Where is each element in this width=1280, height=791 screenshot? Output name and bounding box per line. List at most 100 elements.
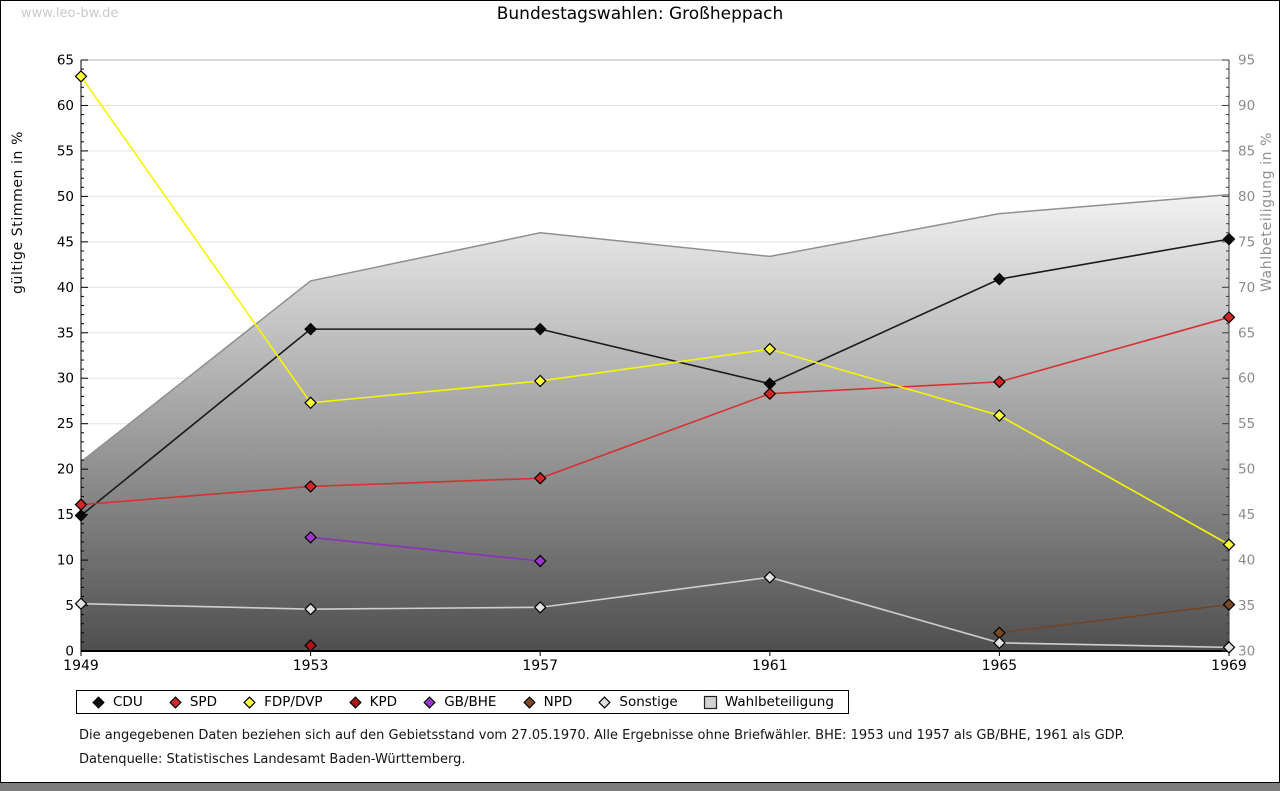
series-sonstige-point xyxy=(74,597,88,611)
legend-marker-gb-bhe-icon xyxy=(423,695,436,709)
right-axis-tick-label: 45 xyxy=(1238,507,1255,523)
legend-item-wahlbeteiligung: Wahlbeteiligung xyxy=(703,694,834,710)
series-fdp-dvp-point xyxy=(304,396,317,410)
legend-label-npd: NPD xyxy=(543,694,573,710)
series-cdu-point xyxy=(304,322,317,336)
left-axis-tick-label: 50 xyxy=(57,189,74,205)
left-axis-tick-label: 60 xyxy=(57,98,74,114)
legend-item-cdu: CDU xyxy=(91,694,143,710)
footnote-datenquelle: Datenquelle: Statistisches Landesamt Bad… xyxy=(79,752,466,767)
series-sonstige-point xyxy=(993,636,1006,650)
watermark-url: www.leo-bw.de xyxy=(21,6,119,21)
series-gb-bhe-point xyxy=(533,554,547,568)
series-spd xyxy=(74,310,1236,511)
right-axis-title: Wahlbeteiligung in % xyxy=(1259,131,1275,292)
gridlines xyxy=(81,59,1229,607)
legend-marker-npd-icon xyxy=(522,695,536,709)
left-axis-tick-label: 15 xyxy=(57,507,74,523)
series-cdu-line xyxy=(80,238,1230,517)
legend-marker-wahlbeteiligung-icon xyxy=(703,695,717,709)
series-spd-point xyxy=(993,375,1006,389)
legend-item-gb-bhe: GB/BHE xyxy=(422,694,496,710)
turnout-area xyxy=(80,193,1230,651)
page-title: Bundestagswahlen: Großheppach xyxy=(496,4,784,24)
series-spd-point xyxy=(763,387,777,401)
series-sonstige xyxy=(74,570,1236,654)
series-cdu-point xyxy=(993,272,1006,286)
legend-item-spd: SPD xyxy=(168,694,217,710)
legend-label-spd: SPD xyxy=(189,694,217,710)
right-axis-tick-label: 50 xyxy=(1238,462,1255,478)
right-axis-tick-label: 80 xyxy=(1238,189,1255,205)
legend-marker-spd-icon xyxy=(169,695,182,709)
series-npd xyxy=(993,598,1236,640)
legend-item-sonstige: Sonstige xyxy=(597,694,678,710)
left-axis-tick-label: 35 xyxy=(57,325,74,341)
left-axis-tick-label: 65 xyxy=(57,53,74,69)
series-kpd-point xyxy=(304,639,317,652)
series-fdp-dvp xyxy=(74,70,1236,551)
series-gb-bhe-line xyxy=(310,536,541,562)
left-axis-tick-label: 25 xyxy=(57,416,74,432)
left-axis-tick-label: 30 xyxy=(57,371,74,387)
series-spd-point xyxy=(304,480,317,493)
axis-ticks xyxy=(80,59,1230,656)
x-axis-year-label: 1961 xyxy=(752,658,788,674)
x-axis-year-label: 1953 xyxy=(293,658,329,674)
series-spd-point xyxy=(1222,310,1236,324)
legend-label-gb-bhe: GB/BHE xyxy=(444,694,497,710)
series-fdp-dvp-point xyxy=(993,409,1006,422)
right-axis-tick-label: 30 xyxy=(1238,644,1255,660)
bottom-scrollbar[interactable] xyxy=(0,783,1280,791)
legend-marker-fdp-dvp-icon xyxy=(243,695,256,709)
left-axis-tick-label: 10 xyxy=(57,553,74,569)
x-axis-year-label: 1957 xyxy=(522,658,558,674)
right-axis-tick-label: 85 xyxy=(1238,143,1255,159)
left-axis-tick-label: 45 xyxy=(57,234,74,250)
series-cdu-point xyxy=(1222,232,1236,246)
footnote-gebietsstand: Die angegebenen Daten beziehen sich auf … xyxy=(79,728,1125,743)
series-fdp-dvp-point xyxy=(74,70,88,83)
series-sonstige-line xyxy=(80,576,1230,649)
legend-marker-cdu-icon xyxy=(92,695,105,709)
series-fdp-dvp-point xyxy=(1222,538,1236,551)
x-axis-year-label: 1949 xyxy=(63,658,99,674)
series-sonstige-point xyxy=(1222,640,1236,654)
legend-item-fdp-dvp: FDP/DVP xyxy=(242,694,323,710)
legend-label-fdp-dvp: FDP/DVP xyxy=(264,694,323,710)
x-axis-year-label: 1965 xyxy=(982,658,1018,674)
legend-marker-kpd-icon xyxy=(348,695,362,709)
left-axis-tick-label: 20 xyxy=(57,462,74,478)
series-npd-point xyxy=(1222,598,1236,611)
series-npd-line xyxy=(999,603,1230,634)
series-kpd xyxy=(304,639,317,652)
turnout-area-boundary xyxy=(80,193,1230,463)
series-cdu xyxy=(74,232,1236,522)
axis-tick-labels: 0 5 10 15 20 25 30 35 40 45 50 55 60 65 30 35 40 45 50 55 60… xyxy=(57,53,1255,675)
series-cdu-point xyxy=(763,377,777,391)
turnout-area-fill xyxy=(81,194,1229,651)
series-fdp-dvp-point xyxy=(533,374,547,388)
right-axis-tick-label: 70 xyxy=(1238,280,1255,296)
series-spd-line xyxy=(80,316,1230,506)
legend-label-wahlbeteiligung: Wahlbeteiligung xyxy=(724,694,834,710)
axis-frame xyxy=(80,59,1230,652)
x-axis-year-label: 1969 xyxy=(1211,658,1247,674)
legend-label-kpd: KPD xyxy=(369,694,398,710)
right-axis-tick-label: 95 xyxy=(1238,53,1255,69)
right-axis-tick-label: 65 xyxy=(1238,325,1255,341)
series-spd-point xyxy=(533,471,547,485)
series-sonstige-point xyxy=(304,602,317,616)
series-sonstige-point xyxy=(533,600,547,614)
series-npd-point xyxy=(993,626,1006,640)
left-axis-tick-label: 40 xyxy=(57,280,74,296)
right-axis-tick-label: 55 xyxy=(1238,416,1255,432)
legend-item-npd: NPD xyxy=(522,694,573,710)
left-axis-tick-label: 5 xyxy=(65,598,74,614)
series-gb-bhe-point xyxy=(304,530,317,544)
series-sonstige-point xyxy=(763,570,777,584)
right-axis-tick-label: 40 xyxy=(1238,553,1255,569)
